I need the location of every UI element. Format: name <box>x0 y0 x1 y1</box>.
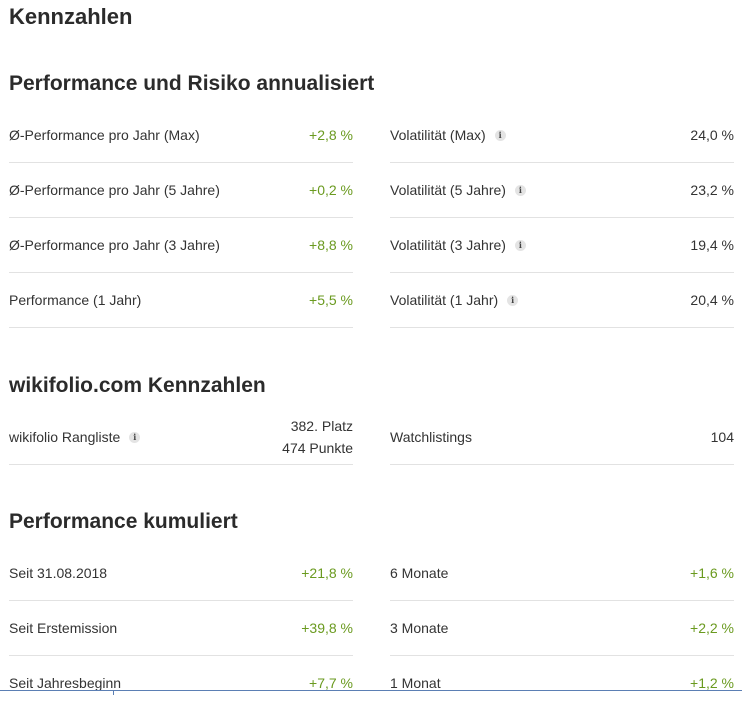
info-icon[interactable]: i <box>494 130 506 141</box>
kpi-label: Volatilität (3 Jahre) i <box>390 237 526 254</box>
ranking-value: 382. Platz 474 Punkte <box>282 415 353 459</box>
kpi-value: +2,2 % <box>690 620 734 636</box>
kpi-label: Ø-Performance pro Jahr (3 Jahre) <box>9 237 220 253</box>
kpi-label: Volatilität (5 Jahre) i <box>390 182 526 199</box>
kpi-label-text: Volatilität (5 Jahre) <box>390 182 506 198</box>
kpi-label-text: Volatilität (Max) <box>390 127 486 143</box>
ranking-row: wikifolio Rangliste i 382. Platz 474 Punk… <box>9 401 353 465</box>
watchlistings-value: 104 <box>710 429 734 445</box>
kpi-row: Volatilität (3 Jahre) i 19,4 % <box>390 218 734 273</box>
kpi-value: +1,2 % <box>690 675 734 691</box>
kpi-value: +0,2 % <box>309 182 353 198</box>
ranking-place: 382. Platz <box>290 418 353 434</box>
kpi-row: Performance (1 Jahr) +5,5 % <box>9 273 353 328</box>
kpi-value: +8,8 % <box>309 237 353 253</box>
kpi-label: Ø-Performance pro Jahr (Max) <box>9 127 200 143</box>
kpi-row: Volatilität (5 Jahre) i 23,2 % <box>390 163 734 218</box>
kpi-label-text: Volatilität (3 Jahre) <box>390 237 506 253</box>
kpi-row: Seit Erstemission +39,8 % <box>9 601 353 656</box>
kpi-label-text: Volatilität (1 Jahr) <box>390 292 499 308</box>
kpi-value: 23,2 % <box>690 182 734 198</box>
kpi-label: Ø-Performance pro Jahr (5 Jahre) <box>9 182 220 198</box>
kpi-label: 3 Monate <box>390 620 449 636</box>
section-heading-wikifolio: wikifolio.com Kennzahlen <box>9 374 266 397</box>
section-heading-cumulative: Performance kumuliert <box>9 510 238 533</box>
watchlistings-label: Watchlistings <box>390 429 472 445</box>
kpi-row: 1 Monat +1,2 % <box>390 656 734 711</box>
section-heading-performance-risk: Performance und Risiko annualisiert <box>9 72 375 95</box>
kpi-row: 6 Monate +1,6 % <box>390 546 734 601</box>
info-icon[interactable]: i <box>129 432 141 443</box>
kpi-label: Performance (1 Jahr) <box>9 292 142 308</box>
kpi-value: +7,7 % <box>309 675 353 691</box>
page-title: Kennzahlen <box>9 4 133 29</box>
kpi-label: Seit Jahresbeginn <box>9 675 122 691</box>
watchlistings-row: Watchlistings 104 <box>390 401 734 465</box>
kpi-label: Seit Erstemission <box>9 620 118 636</box>
ranking-points: 474 Punkte <box>282 440 353 456</box>
kpi-row: Seit Jahresbeginn +7,7 % <box>9 656 353 711</box>
kpi-row: Ø-Performance pro Jahr (3 Jahre) +8,8 % <box>9 218 353 273</box>
kpi-row: Seit 31.08.2018 +21,8 % <box>9 546 353 601</box>
kpi-label: 6 Monate <box>390 565 449 581</box>
kpi-label: Volatilität (1 Jahr) i <box>390 292 519 309</box>
kpi-row: Volatilität (1 Jahr) i 20,4 % <box>390 273 734 328</box>
kpi-value: +21,8 % <box>301 565 353 581</box>
kpi-row: Ø-Performance pro Jahr (Max) +2,8 % <box>9 108 353 163</box>
kpi-value: 20,4 % <box>690 292 734 308</box>
ranking-label-text: wikifolio Rangliste <box>9 429 121 445</box>
info-icon[interactable]: i <box>514 185 526 196</box>
window-edge-divider <box>0 690 742 696</box>
kpi-label: 1 Monat <box>390 675 441 691</box>
kpi-value: 19,4 % <box>690 237 734 253</box>
info-icon[interactable]: i <box>507 295 519 306</box>
info-icon[interactable]: i <box>514 240 526 251</box>
kpi-value: +1,6 % <box>690 565 734 581</box>
kpi-value: +2,8 % <box>309 127 353 143</box>
kpi-value: +39,8 % <box>301 620 353 636</box>
kpi-row: Ø-Performance pro Jahr (5 Jahre) +0,2 % <box>9 163 353 218</box>
kpi-value: 24,0 % <box>690 127 734 143</box>
kpi-row: Volatilität (Max) i 24,0 % <box>390 108 734 163</box>
kpi-row: 3 Monate +2,2 % <box>390 601 734 656</box>
kpi-label: Volatilität (Max) i <box>390 127 506 144</box>
window-edge-tick <box>113 690 114 695</box>
kpi-value: +5,5 % <box>309 292 353 308</box>
kpi-label: Seit 31.08.2018 <box>9 565 108 581</box>
ranking-label: wikifolio Rangliste i <box>9 429 141 446</box>
